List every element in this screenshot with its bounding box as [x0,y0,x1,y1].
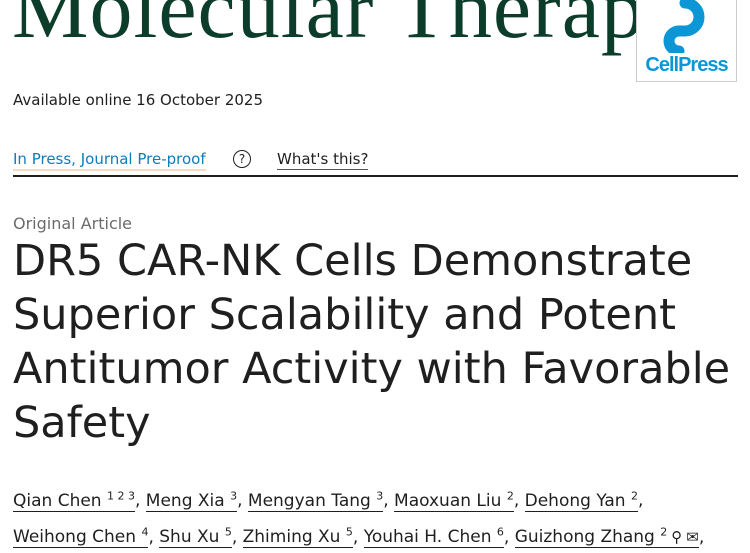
question-circle-icon[interactable]: ? [233,150,251,168]
cellpress-mark-icon [663,0,705,53]
author-name: Mengyan Tang [247,490,371,511]
author-link[interactable]: Youhai H. Chen 6 [363,525,504,549]
affiliation-sup: 1 2 3 [106,489,135,502]
author-name: Weihong Chen [13,527,137,548]
article-type: Original Article [13,214,133,233]
author-link[interactable]: Guizhong Zhang 2 ⚲ ✉ [514,525,699,549]
author-name: Youhai H. Chen [363,527,492,548]
journal-title[interactable]: Molecular Therapy [12,0,689,56]
author-link[interactable]: Shu Xu 5 [159,525,232,549]
affiliation-sup: 3 [230,489,238,502]
affiliation-sup: 2 [630,489,638,502]
cellpress-logo-text: CellPress [645,54,728,76]
author-link[interactable]: Maoxuan Liu 2 [394,489,514,512]
author-name: Qian Chen [13,490,102,511]
whats-this-link[interactable]: What's this? [277,150,369,170]
author-name: Zhiming Xu [242,527,341,548]
author-link[interactable]: Dehong Yan 2 [524,489,638,512]
author-link[interactable]: Zhiming Xu 5 [242,525,353,549]
author-name: Dehong Yan [524,490,626,511]
author-list: Qian Chen 1 2 3, Meng Xia 3, Mengyan Tan… [13,480,743,553]
article-title: DR5 CAR-NK Cells Demonstrate Superior Sc… [13,236,731,448]
affiliation-sup: 6 [496,525,504,539]
affiliation-sup: 2 [506,489,514,502]
person-icon: ⚲ [671,528,683,547]
divider [13,175,738,177]
affiliation-sup: 4 [141,525,149,539]
author-link[interactable]: Mengyan Tang 3 [247,489,384,512]
affiliation-sup: 5 [345,525,353,539]
author-name: Guizhong Zhang [514,527,655,548]
affiliation-sup: 3 [376,489,384,502]
author-name: Maoxuan Liu [394,490,502,511]
in-press-link[interactable]: In Press, Journal Pre-proof [13,150,206,171]
author-name: Shu Xu [159,527,220,548]
affiliation-sup: 2 [660,525,668,539]
available-online-date: Available online 16 October 2025 [13,91,264,109]
cellpress-logo[interactable]: CellPress [636,0,737,82]
author-name: Meng Xia [145,490,225,511]
author-link[interactable]: Meng Xia 3 [145,489,238,512]
affiliation-sup: 5 [224,525,232,539]
envelope-icon: ✉ [686,528,699,547]
author-link[interactable]: Qian Chen 1 2 3 [13,489,135,512]
author-link[interactable]: Weihong Chen 4 [13,525,149,549]
